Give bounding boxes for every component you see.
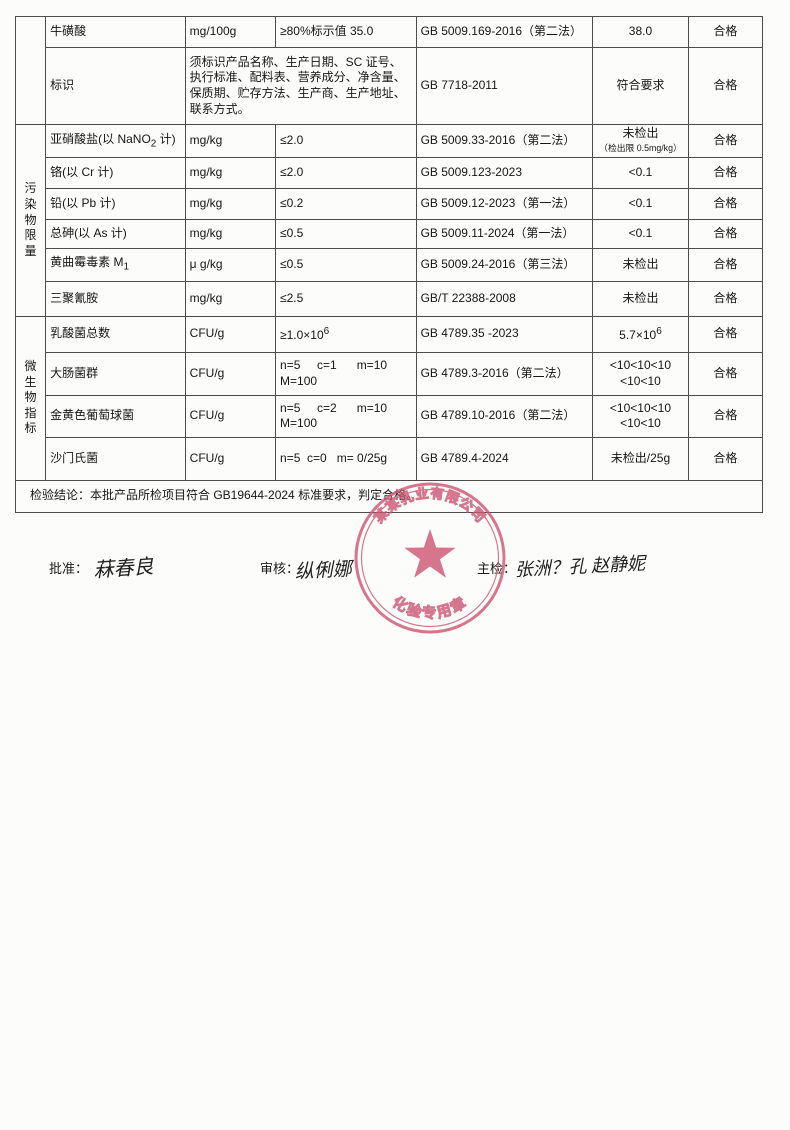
svg-text:化验专用章: 化验专用章 <box>389 593 470 622</box>
svg-text:张洲？孔 赵静妮: 张洲？孔 赵静妮 <box>514 553 648 580</box>
svg-text:某某乳业有限公司: 某某乳业有限公司 <box>370 485 488 526</box>
svg-text:菻春良: 菻春良 <box>93 556 155 582</box>
svg-text:纵俐娜: 纵俐娜 <box>294 558 355 583</box>
